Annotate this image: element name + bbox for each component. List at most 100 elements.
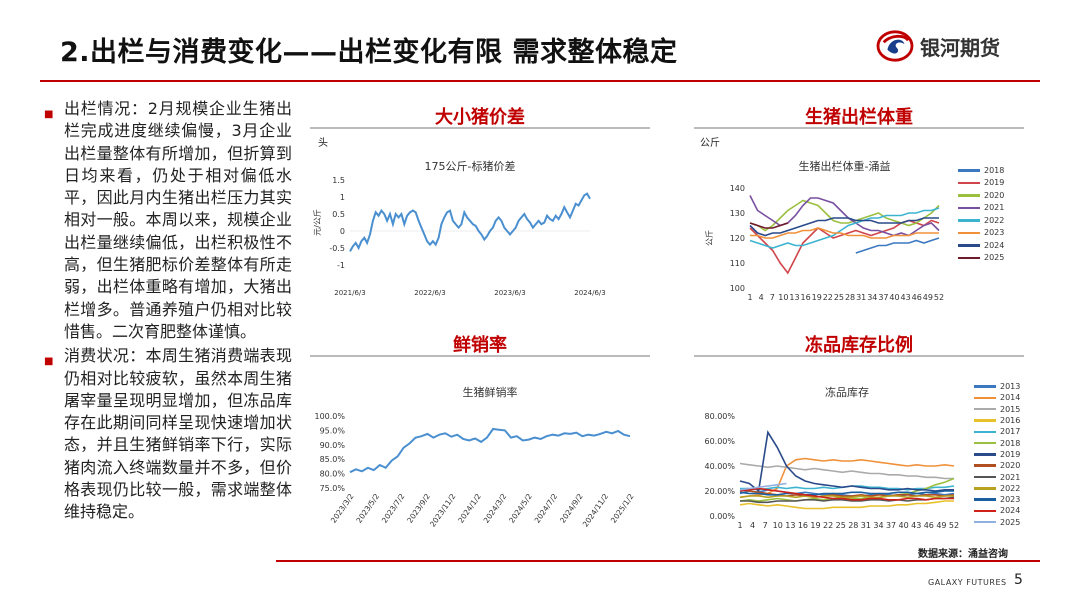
x-tick-label: 7 [770,293,775,302]
series-line-2015 [739,462,954,480]
series-line-2024 [749,217,939,237]
x-tick-label: 1 [737,521,742,530]
y-tick-label: 20.00% [704,487,735,496]
legend-label: 2022 [1000,483,1021,493]
legend-label: 2018 [984,165,1005,175]
unit-label: 公斤 [700,138,720,149]
legend-swatch [958,169,980,172]
x-tick-label: 52 [934,293,944,302]
legend-label: 2013 [1000,382,1021,392]
legend-label: 2023 [1000,495,1021,505]
legend-item: 2024 [974,505,1020,516]
x-tick-label: 31 [861,521,871,530]
legend-swatch [958,219,980,222]
panel-underline [694,127,1024,129]
series-line-2023 [739,490,954,496]
legend-swatch [974,520,996,524]
x-tick-label: 2024/7/2 [533,492,560,525]
y-tick-label: 100 [730,284,745,293]
panel-underline [694,355,1024,357]
bullet-demand: ■ 消费状况：本周生猪消费端表现仍相对比较疲软，虽然本周生猪屠宰量呈现明显增加，… [40,345,292,523]
legend-swatch [958,194,980,197]
bullet-supply: ■ 出栏情况：2月规模企业生猪出栏完成进度继续偏慢，3月企业出栏量整体有所增加，… [40,98,292,343]
x-tick-label: 46 [912,293,922,302]
series-line-2021 [749,195,940,237]
x-tick-label: 2023/9/2 [405,492,432,525]
x-tick-label: 34 [867,293,877,302]
company-logo: 银河期货 [876,28,1036,64]
legend-swatch [974,441,996,445]
legend-swatch [974,453,996,456]
y-tick-label: 90.0% [320,441,346,450]
legend-label: 2020 [984,190,1005,200]
y-tick-label: 75.0% [320,484,346,493]
x-tick-label: 28 [848,521,858,530]
series-line-2022 [739,495,954,499]
x-tick-label: 2024/5/2 [507,492,534,525]
legend-item: 2025 [958,252,1004,265]
x-tick-label: 19 [810,521,820,530]
chart-title: 冻品库存 [825,385,869,399]
legend-label: 2020 [1000,461,1021,471]
legend-swatch [958,181,980,184]
y-tick-label: 95.0% [320,426,346,435]
x-tick-label: 46 [924,521,934,530]
y-tick-label: 100.0% [314,412,345,421]
chart-title: 生猪出栏体重-涌益 [799,159,891,173]
panel-title-fresh-sales: 鲜销率 [453,335,507,356]
y-axis-label: 公斤 [704,230,714,246]
legend-swatch [974,475,996,479]
page-title: 2.出栏与消费变化——出栏变化有限 需求整体稳定 [60,37,678,68]
x-tick-label: 49 [923,293,933,302]
x-tick-label: 43 [901,293,911,302]
panel-title-frozen-stock: 冻品库存比例 [805,335,913,356]
chart-svg: 冻品库存 80.00% 60.00% 40.00% 20.00% 0.00%1 4 7 10 13… [704,385,959,530]
y-tick-label: 80.00% [704,412,735,421]
series-line-0 [349,427,631,474]
x-tick-label: 7 [763,521,768,530]
y-tick-label: 1 [340,193,345,202]
legend-item: 2021 [958,202,1004,215]
legend-swatch [974,385,996,388]
x-tick-label: 16 [800,293,810,302]
x-tick-label: 19 [812,293,822,302]
series-line-0 [349,192,591,252]
legend-label: 2016 [1000,416,1021,426]
series-line-2018 [855,237,940,254]
x-tick-label: 4 [759,293,764,302]
page-number: 5 [1014,572,1023,588]
legend-label: 2018 [1000,438,1021,448]
unit-label: 头 [318,138,328,149]
legend-swatch [974,509,996,513]
chart-price-spread: 175公斤-标猪价差 1.5 1 0.5 0 -0.5 -1 元/公斤 2021/6/3 2022… [310,150,650,320]
y-tick-label: 130 [730,209,745,218]
legend-label: 2014 [1000,393,1021,403]
x-tick-label: 10 [773,521,783,530]
legend-item: 2016 [974,415,1020,426]
x-tick-label: 1 [747,293,752,302]
legend-item: 2019 [958,177,1004,190]
x-tick-label: 52 [949,521,959,530]
legend-label: 2019 [984,178,1005,188]
legend-frozen-stock: 2013 2014 2015 2016 2017 2018 2019 2020 2021 2022… [974,381,1020,528]
y-axis-label: 元/公斤 [312,209,322,236]
legend-swatch [974,464,996,467]
legend-item: 2015 [974,404,1020,415]
chart-fresh-sales: 生猪鲜销率 100.0% 95.0% 90.0% 85.0% 80.0% 75.0% 2023… [310,378,650,548]
x-tick-label: 2022/6/3 [414,289,445,297]
y-tick-label: 140 [730,184,745,193]
x-tick-label: 4 [750,521,755,530]
legend-label: 2023 [984,228,1005,238]
series-line-2024 [739,487,954,501]
legend-swatch [974,498,996,501]
x-tick-label: 49 [936,521,946,530]
legend-item: 2018 [974,437,1020,448]
legend-swatch [974,396,996,400]
chart-frozen-stock: 冻品库存 80.00% 60.00% 40.00% 20.00% 0.00% 1 4 7 10 13… [694,378,964,543]
series-line-2022 [749,207,940,249]
chart-weight: 生猪出栏体重-涌益 140 130 120 110 100 公斤 1 4 7 10 13 16 19 22 2… [694,150,954,320]
legend-item: 2025 [974,517,1020,528]
x-tick-label: 2025/1/2 [609,492,636,525]
y-tick-label: 40.00% [704,462,735,471]
